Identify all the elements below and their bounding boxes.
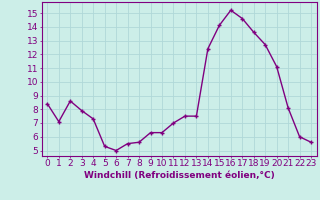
X-axis label: Windchill (Refroidissement éolien,°C): Windchill (Refroidissement éolien,°C) (84, 171, 275, 180)
